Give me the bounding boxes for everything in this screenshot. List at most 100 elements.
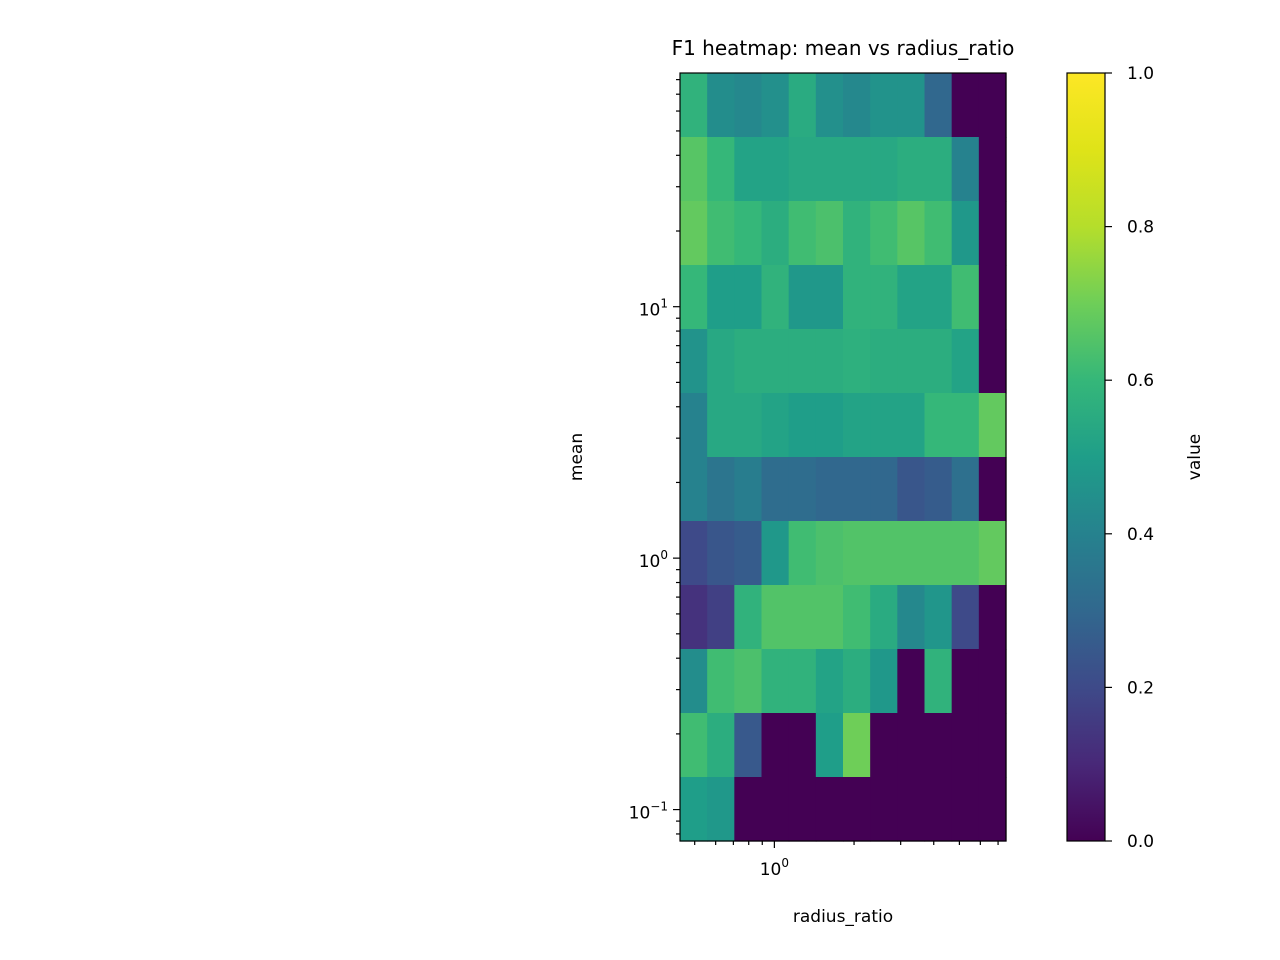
heatmap-cell xyxy=(734,201,763,266)
heatmap-cell xyxy=(788,137,817,202)
chart-title: F1 heatmap: mean vs radius_ratio xyxy=(672,36,1015,60)
heatmap-cell xyxy=(707,585,735,650)
heatmap-cell xyxy=(734,649,763,714)
heatmap-cell xyxy=(788,329,817,394)
colorbar-tick-label: 0.4 xyxy=(1127,525,1154,545)
x-axis-label: radius_ratio xyxy=(793,907,893,927)
heatmap-cell xyxy=(978,713,1007,778)
heatmap-cell xyxy=(815,585,844,650)
heatmap-cell xyxy=(843,329,871,394)
heatmap-cell xyxy=(978,457,1007,522)
x-tick-label: 100 xyxy=(760,856,789,880)
y-tick-label: 10−1 xyxy=(629,800,668,824)
heatmap-cell xyxy=(734,713,763,778)
heatmap-cell xyxy=(680,457,708,522)
colorbar-tick-label: 0.2 xyxy=(1127,678,1154,698)
heatmap-cell xyxy=(707,777,735,842)
heatmap-cell xyxy=(951,521,980,586)
y-tick-label: 101 xyxy=(639,297,668,321)
heatmap-cell xyxy=(788,457,817,522)
heatmap-cell xyxy=(734,585,763,650)
heatmap-cell xyxy=(734,137,763,202)
heatmap-cell xyxy=(734,521,763,586)
heatmap-cell xyxy=(951,265,980,330)
heatmap-cell xyxy=(761,777,790,842)
heatmap-cell xyxy=(951,713,980,778)
heatmap-cell xyxy=(680,713,708,778)
heatmap-cell xyxy=(870,713,898,778)
heatmap-cell xyxy=(734,265,763,330)
heatmap-cell xyxy=(815,73,844,138)
heatmap-cell xyxy=(924,713,953,778)
heatmap-cell xyxy=(897,457,926,522)
colorbar-tick-label: 0.0 xyxy=(1127,832,1154,852)
heatmap-cell xyxy=(870,457,898,522)
heatmap-cell xyxy=(897,329,926,394)
heatmap-cell xyxy=(680,201,708,266)
heatmap-cell xyxy=(680,649,708,714)
heatmap-cell xyxy=(978,393,1007,458)
heatmap-cell xyxy=(924,73,953,138)
heatmap-cell xyxy=(815,137,844,202)
heatmap-cell xyxy=(924,201,953,266)
heatmap-cell xyxy=(978,73,1007,138)
heatmap-cell xyxy=(897,201,926,266)
heatmap-cell xyxy=(978,649,1007,714)
heatmap-cell xyxy=(815,393,844,458)
colorbar-tick-label: 1.0 xyxy=(1127,64,1154,84)
heatmap-cell xyxy=(788,777,817,842)
heatmap-cell xyxy=(707,393,735,458)
heatmap-cell xyxy=(978,137,1007,202)
heatmap-cell xyxy=(951,649,980,714)
heatmap-cell xyxy=(897,265,926,330)
heatmap-cell xyxy=(761,201,790,266)
heatmap-cell xyxy=(870,521,898,586)
y-tick-label: 100 xyxy=(639,548,668,572)
heatmap-cell xyxy=(680,777,708,842)
heatmap-cell xyxy=(924,329,953,394)
heatmap-cell xyxy=(680,329,708,394)
heatmap-cell xyxy=(761,73,790,138)
heatmap-cell xyxy=(924,585,953,650)
heatmap-cell xyxy=(815,265,844,330)
heatmap-cell xyxy=(951,457,980,522)
heatmap-cell xyxy=(978,521,1007,586)
heatmap-cell xyxy=(843,265,871,330)
heatmap-cell xyxy=(951,777,980,842)
heatmap-cell xyxy=(978,265,1007,330)
heatmap-cell xyxy=(734,329,763,394)
heatmap-cell xyxy=(680,137,708,202)
heatmap-cell xyxy=(761,137,790,202)
x-axis-ticks: 100 xyxy=(694,841,999,880)
heatmap-cell xyxy=(843,201,871,266)
heatmap-cell xyxy=(707,457,735,522)
heatmap-cell xyxy=(788,713,817,778)
heatmap-cell xyxy=(788,265,817,330)
heatmap-cell xyxy=(924,777,953,842)
heatmap-cell xyxy=(897,713,926,778)
heatmap-cell xyxy=(870,265,898,330)
heatmap-cell xyxy=(843,137,871,202)
heatmap-cell xyxy=(924,649,953,714)
y-axis-ticks: 10−1 100 101 xyxy=(629,79,680,835)
heatmap-cell xyxy=(680,73,708,138)
heatmap-cell xyxy=(870,137,898,202)
heatmap-cell xyxy=(870,329,898,394)
heatmap-cell xyxy=(815,329,844,394)
heatmap-cell xyxy=(815,649,844,714)
colorbar xyxy=(1066,72,1106,842)
heatmap-cell xyxy=(870,649,898,714)
heatmap-cell xyxy=(897,521,926,586)
heatmap-cell xyxy=(734,73,763,138)
heatmap-cell xyxy=(734,393,763,458)
colorbar-label: value xyxy=(1185,434,1205,480)
heatmap-cell xyxy=(870,201,898,266)
heatmap-cell xyxy=(761,457,790,522)
heatmap-cell xyxy=(951,201,980,266)
heatmap-cell xyxy=(843,521,871,586)
heatmap-cell xyxy=(870,393,898,458)
heatmap-cell xyxy=(924,393,953,458)
heatmap-cells xyxy=(680,73,1007,842)
heatmap-cell xyxy=(788,393,817,458)
